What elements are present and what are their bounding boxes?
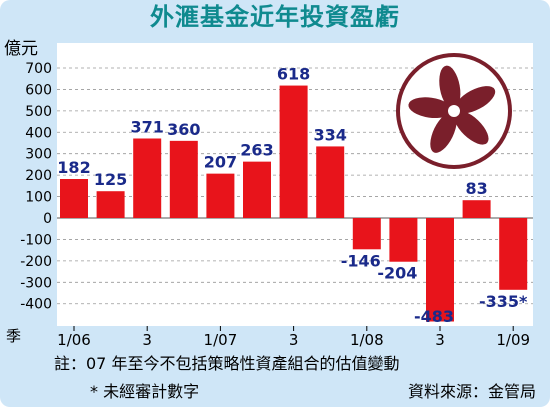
- data-label: -204: [377, 264, 417, 283]
- y-tick-label: 600: [25, 82, 52, 98]
- y-tick-label: -400: [20, 297, 52, 313]
- data-label: 371: [130, 117, 163, 136]
- x-tick-label: 1/07: [204, 331, 238, 349]
- bar: [352, 218, 381, 250]
- data-label: 360: [167, 120, 200, 139]
- x-axis-ticks: 1/06 3 1/07 3 1/08 3 1/09: [57, 326, 530, 349]
- y-tick-label: 100: [25, 190, 52, 206]
- data-label: -483: [414, 307, 454, 326]
- bar: [60, 178, 88, 218]
- bar: [316, 146, 345, 218]
- x-tick-label: 1/09: [496, 331, 530, 349]
- data-label: 182: [57, 158, 90, 177]
- data-label: -335*: [479, 292, 528, 311]
- y-axis-ticks: 700 600 500 400 300 200 100 0 -100 -200 -300 -400: [20, 61, 52, 313]
- x-tick-label: 3: [435, 331, 445, 349]
- bar: [426, 218, 454, 322]
- data-label: 334: [313, 125, 346, 144]
- y-tick-label: -300: [20, 275, 52, 291]
- y-axis-unit: 億元: [4, 39, 38, 59]
- bar: [169, 140, 198, 218]
- bar: [462, 200, 491, 218]
- y-tick-label: 200: [25, 168, 52, 184]
- x-tick-label: 1/06: [57, 331, 91, 349]
- x-tick-label: 1/08: [350, 331, 384, 349]
- bar: [499, 218, 528, 290]
- y-tick-label: 0: [43, 211, 52, 227]
- data-label: -146: [341, 251, 381, 270]
- data-label: 618: [277, 65, 310, 84]
- y-tick-label: -200: [20, 254, 52, 270]
- bar: [133, 138, 162, 218]
- bar: [279, 85, 308, 219]
- x-axis-label: 季: [6, 327, 21, 345]
- bauhinia-emblem: [396, 53, 512, 169]
- bar: [389, 218, 418, 262]
- data-label: 125: [94, 170, 127, 189]
- asterisk-note: * 未經審計數字: [90, 382, 200, 401]
- footnote: 註：07 年至今不包括策略性資產組合的估值變動: [54, 354, 400, 373]
- y-tick-label: 500: [25, 104, 52, 120]
- data-source: 資料來源：金管局: [407, 382, 536, 401]
- x-tick-label: 3: [142, 331, 152, 349]
- y-tick-label: 300: [25, 147, 52, 163]
- data-label: 263: [240, 141, 273, 160]
- x-tick-label: 3: [289, 331, 299, 349]
- bar: [243, 161, 271, 218]
- data-label: 83: [465, 179, 487, 198]
- y-tick-label: -100: [20, 232, 52, 248]
- data-label: 207: [204, 153, 237, 172]
- y-tick-label: 400: [25, 125, 52, 141]
- y-tick-label: 700: [25, 61, 52, 77]
- bar: [206, 173, 235, 218]
- bar-series: [60, 85, 528, 322]
- chart-title: 外滙基金近年投資盈虧: [150, 3, 400, 31]
- bar: [96, 191, 125, 218]
